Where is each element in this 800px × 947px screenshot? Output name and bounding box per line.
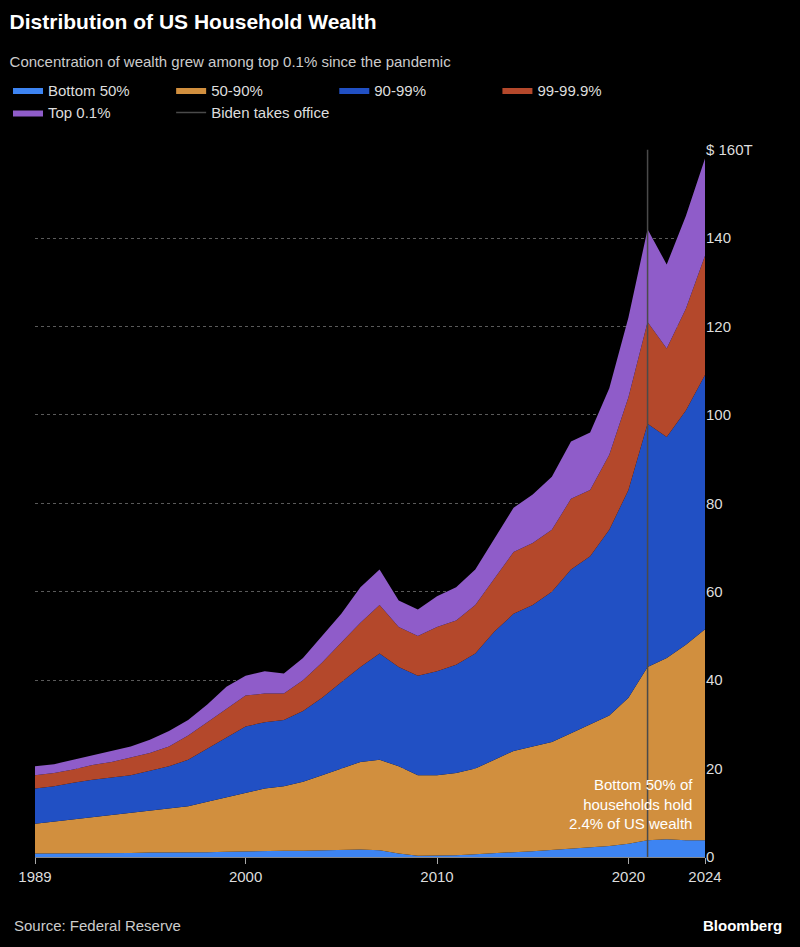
svg-text:1989: 1989 xyxy=(18,868,51,885)
svg-text:100: 100 xyxy=(706,406,731,423)
svg-text:2020: 2020 xyxy=(612,868,645,885)
svg-text:0: 0 xyxy=(706,848,714,865)
svg-text:2010: 2010 xyxy=(420,868,453,885)
svg-text:60: 60 xyxy=(706,583,723,600)
svg-text:Bloomberg: Bloomberg xyxy=(703,917,782,934)
svg-text:Bottom 50%: Bottom 50% xyxy=(48,82,130,99)
svg-text:Top 0.1%: Top 0.1% xyxy=(48,104,111,121)
svg-text:Distribution of US Household W: Distribution of US Household Wealth xyxy=(10,10,377,33)
svg-text:2000: 2000 xyxy=(229,868,262,885)
svg-text:Bottom 50% ofhouseholds hold2.: Bottom 50% ofhouseholds hold2.4% of US w… xyxy=(569,776,693,832)
svg-text:99-99.9%: 99-99.9% xyxy=(537,82,601,99)
svg-text:80: 80 xyxy=(706,495,723,512)
svg-text:50-90%: 50-90% xyxy=(211,82,263,99)
svg-text:Source: Federal Reserve: Source: Federal Reserve xyxy=(14,917,181,934)
svg-text:Biden takes office: Biden takes office xyxy=(211,104,329,121)
svg-text:90-99%: 90-99% xyxy=(374,82,426,99)
svg-text:Concentration of wealth grew a: Concentration of wealth grew among top 0… xyxy=(10,53,452,70)
svg-text:140: 140 xyxy=(706,229,731,246)
svg-text:$ 160T: $ 160T xyxy=(706,141,753,158)
svg-text:40: 40 xyxy=(706,671,723,688)
svg-text:20: 20 xyxy=(706,760,723,777)
svg-text:2024: 2024 xyxy=(688,868,721,885)
svg-text:120: 120 xyxy=(706,318,731,335)
